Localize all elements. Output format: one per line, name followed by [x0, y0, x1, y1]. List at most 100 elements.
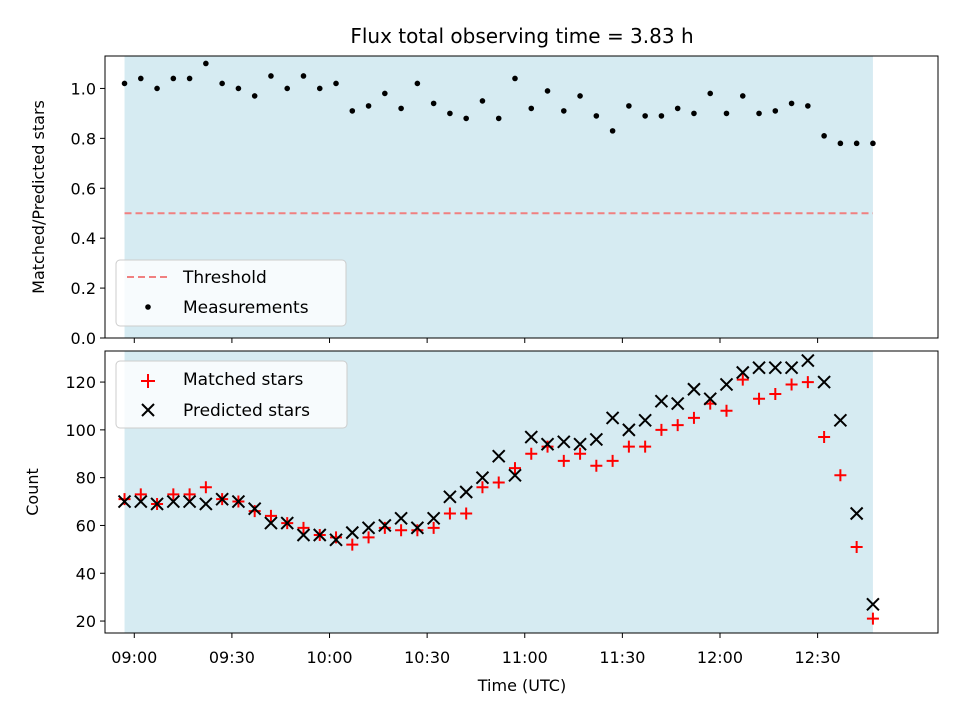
count-panel-frame	[104, 350, 939, 634]
measurement-point	[788, 100, 795, 107]
x-tick-label: 09:30	[209, 648, 255, 667]
matched-star-point	[248, 505, 261, 518]
legend-measurements-label: Measurements	[183, 298, 309, 318]
predicted-star-point	[394, 511, 408, 525]
chart-title: Flux total observing time = 3.83 h	[350, 24, 693, 48]
matched-star-point	[297, 521, 310, 534]
matched-star-point	[443, 507, 456, 520]
matched-star-point	[818, 431, 831, 444]
matched-star-point	[720, 404, 733, 417]
matched-star-point	[736, 373, 749, 386]
predicted-star-point	[134, 494, 148, 509]
predicted-star-point	[475, 470, 490, 485]
predicted-star-point	[247, 502, 262, 516]
x-tick-label: 11:30	[599, 648, 645, 667]
measurement-point	[430, 100, 437, 107]
predicted-star-point	[296, 528, 311, 542]
predicted-star-point	[492, 449, 506, 463]
matched-star-point	[785, 378, 798, 391]
matched-star-point	[525, 447, 538, 460]
measurement-points	[121, 60, 876, 147]
matched-star-point	[183, 488, 196, 501]
matched-star-point	[395, 524, 408, 537]
predicted-star-point	[849, 506, 864, 521]
measurement-point	[333, 80, 339, 87]
measurement-point	[626, 103, 632, 109]
matched-star-point	[834, 469, 847, 482]
measurement-point	[837, 140, 844, 147]
measurement-point	[219, 80, 225, 87]
ratio-y-ticks: 0.0 0.2 0.4 0.6 0.8 1.0	[71, 79, 105, 348]
measurement-point	[268, 73, 274, 79]
y-tick-label: 100	[65, 421, 96, 440]
y-tick-label: 0.6	[71, 179, 96, 198]
measurement-point	[561, 108, 567, 114]
predicted-star-point	[557, 435, 571, 449]
measurement-point	[137, 75, 144, 82]
measurement-point	[365, 103, 372, 109]
measurement-point	[203, 60, 209, 67]
matched-star-point	[362, 531, 375, 544]
y-tick-label: 20	[76, 612, 96, 631]
measurement-point	[544, 88, 551, 94]
predicted-star-point	[508, 468, 522, 482]
measurement-point	[723, 110, 730, 117]
predicted-star-point	[345, 525, 360, 540]
measurement-point	[853, 140, 860, 147]
predicted-star-point	[736, 365, 750, 380]
predicted-star-point	[459, 485, 473, 499]
measurement-point	[772, 108, 779, 114]
predicted-star-point	[231, 494, 246, 509]
matched-star-point	[492, 476, 505, 489]
matched-star-point	[866, 612, 879, 625]
measurement-point	[642, 113, 648, 119]
predicted-star-point	[833, 413, 848, 428]
predicted-star-point	[524, 430, 538, 444]
measurement-point	[528, 105, 535, 112]
matched-star-point	[508, 462, 521, 475]
legend-matched-swatch	[141, 374, 155, 388]
x-tick-label: 10:30	[404, 648, 450, 667]
matched-star-point	[330, 531, 343, 544]
predicted-star-point	[182, 494, 197, 509]
matched-star-point	[264, 509, 277, 522]
predicted-star-point	[703, 392, 717, 406]
matched-star-point	[590, 459, 603, 472]
measurement-point	[300, 73, 307, 79]
measurement-point	[121, 80, 128, 87]
predicted-star-point	[589, 432, 604, 447]
x-tick-label: 10:00	[306, 648, 352, 667]
predicted-star-point	[638, 413, 652, 428]
predicted-star-point	[752, 361, 766, 375]
y-tick-label: 1.0	[71, 79, 96, 98]
y-tick-label: 0.8	[71, 129, 96, 148]
measurement-point	[235, 85, 242, 92]
predicted-star-point	[361, 521, 376, 535]
predicted-star-point	[199, 497, 213, 511]
measurement-point	[821, 133, 827, 139]
ratio-panel-frame	[104, 55, 939, 339]
predicted-star-point	[280, 516, 294, 530]
count-x-ticks: 09:00 09:30 10:00 10:30 11:00 11:30 12:00 12:30	[111, 633, 841, 667]
x-axis-label: Time (UTC)	[477, 676, 566, 695]
predicted-star-point	[622, 423, 636, 437]
measurement-point	[756, 110, 762, 117]
count-y-ticks: 20 40 60 80 100 120	[65, 373, 105, 631]
matched-star-point	[850, 540, 863, 553]
matched-star-point	[606, 454, 619, 467]
predicted-star-point	[117, 494, 132, 509]
x-tick-label: 12:00	[697, 648, 743, 667]
matched-star-point	[541, 440, 554, 453]
measurement-point	[284, 85, 291, 92]
matched-star-point	[346, 538, 359, 551]
predicted-star-point	[817, 375, 831, 389]
measurement-point	[398, 105, 404, 112]
measurement-point	[805, 103, 811, 109]
count-y-axis-label: Count	[23, 468, 42, 516]
matched-star-point	[574, 447, 587, 460]
measurement-point	[512, 75, 518, 82]
measurement-point	[170, 75, 177, 82]
matched-star-point	[622, 440, 635, 453]
y-tick-label: 40	[76, 564, 96, 583]
measurement-point	[658, 113, 665, 119]
